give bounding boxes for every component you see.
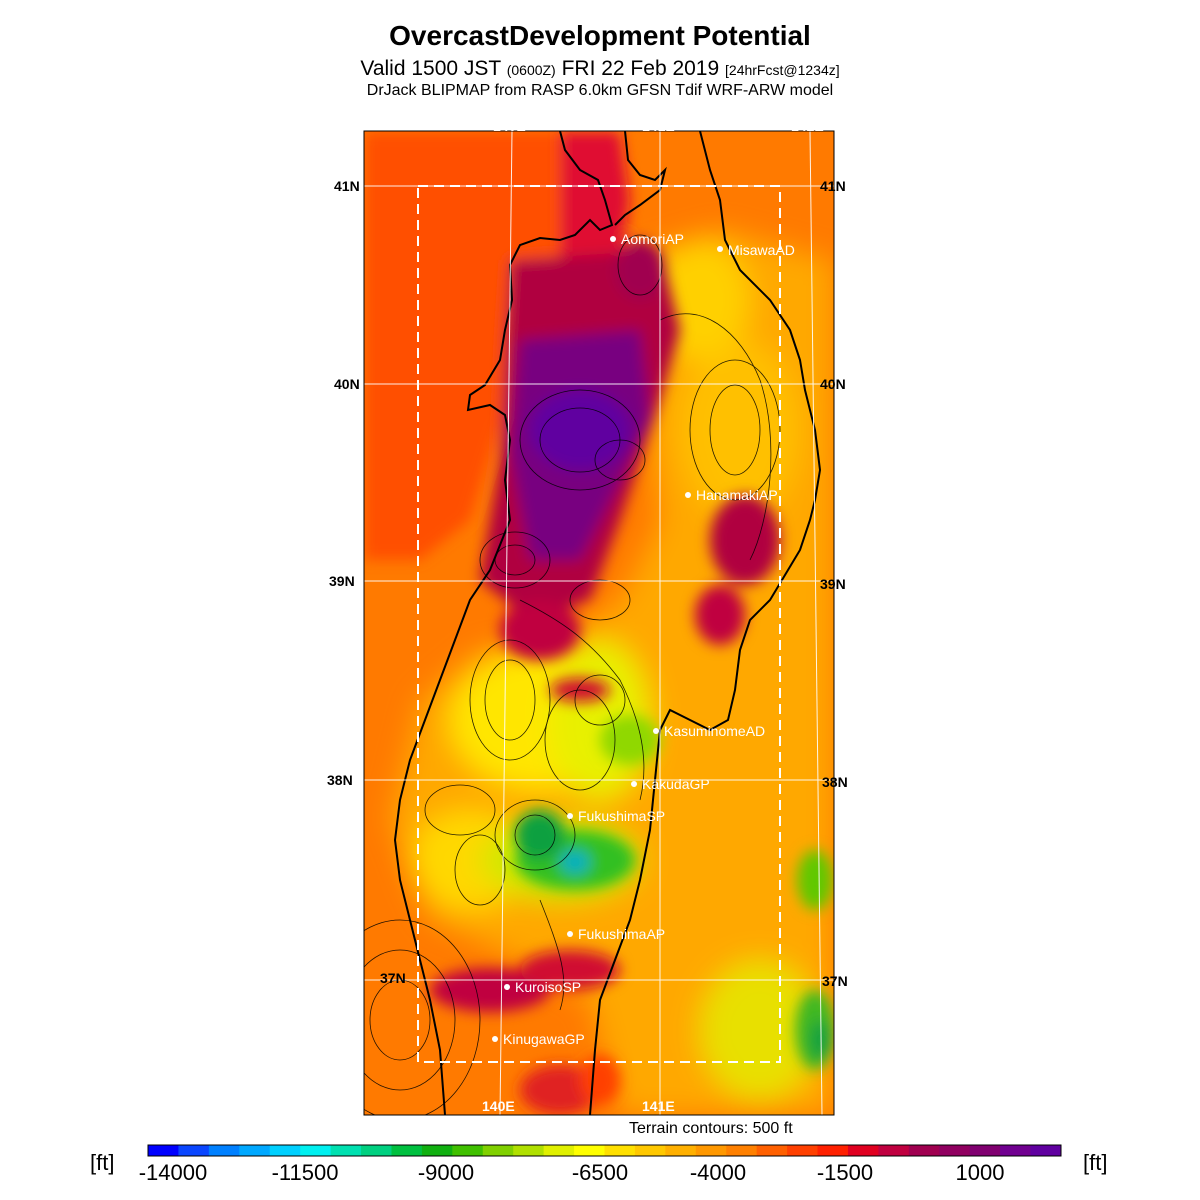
colorbar-swatch	[1030, 1145, 1062, 1156]
colorbar-swatch	[208, 1145, 240, 1156]
colorbar-swatch	[421, 1145, 453, 1156]
colorbar-swatch	[726, 1145, 758, 1156]
inner-domain-box	[417, 185, 781, 1063]
field-green-areas	[515, 715, 834, 1070]
map-field	[364, 131, 834, 1115]
valid-zulu: (0600Z)	[506, 62, 556, 78]
terrain-contours	[364, 234, 781, 1115]
site-fukushimasp: FukushimaSP	[578, 808, 665, 824]
colorbar-swatch	[634, 1145, 666, 1156]
lat-label-38n-left: 38N	[327, 772, 353, 788]
colorbar-tick-label: -4000	[689, 1160, 747, 1185]
site-kuroisosp: KuroisoSP	[515, 979, 581, 995]
colorbar-tick-label: -11500	[271, 1160, 339, 1185]
colorbar-swatch	[361, 1145, 392, 1156]
colorbar-swatch	[543, 1145, 575, 1156]
colorbar-swatch	[756, 1145, 788, 1156]
valid-main: Valid 1500 JST	[360, 57, 501, 80]
lon-label-141e-bottom: 141E	[642, 1098, 675, 1114]
site-markers	[492, 236, 723, 1042]
colorbar-frame	[147, 1144, 1062, 1157]
lat-label-40n-right: 40N	[820, 376, 846, 392]
lat-label-37n-right: 37N	[822, 973, 848, 989]
lat-label-41n-right: 41N	[820, 178, 846, 194]
colorbar-tick-label: -1500	[816, 1160, 874, 1185]
colorbar-swatch	[148, 1145, 179, 1156]
colorbar-unit-right: [ft]	[1083, 1150, 1108, 1175]
site-hanamakiap: HanamakiAP	[696, 487, 778, 503]
colorbar-swatch	[391, 1145, 423, 1156]
colorbar-swatch	[787, 1145, 819, 1156]
colorbar-swatch	[695, 1145, 727, 1156]
site-fukushimaap: FukushimaAP	[578, 926, 665, 942]
colorbar-tick-label: -14000	[138, 1160, 208, 1185]
colorbar-swatch	[178, 1145, 210, 1156]
colorbar-swatch	[939, 1145, 971, 1156]
site-kakudagp: KakudaGP	[642, 776, 710, 792]
field-red-areas	[364, 131, 780, 1115]
valid-time: Valid 1500 JST (0600Z) FRI 22 Feb 2019 […	[0, 57, 1200, 81]
colorbar-swatch	[300, 1145, 332, 1156]
lat-label-41n-left: 41N	[334, 178, 360, 194]
forecast-run: [24hrFcst@1234z]	[725, 62, 840, 78]
lat-label-40n-left: 40N	[334, 376, 360, 392]
terrain-note: Terrain contours: 500 ft	[629, 1120, 793, 1137]
site-kinugawagp: KinugawaGP	[503, 1031, 585, 1047]
lon-label-140e-bottom: 140E	[482, 1098, 515, 1114]
map-frame	[363, 130, 835, 1116]
colorbar-swatch	[269, 1145, 301, 1156]
site-aomoriap: AomoriAP	[621, 231, 684, 247]
lat-label-39n-left: 39N	[329, 573, 355, 589]
lat-label-39n-right: 39N	[820, 576, 846, 592]
lon-label-140e-top: 140E	[493, 118, 526, 134]
coastline	[393, 131, 822, 1115]
colorbar-tick-label: 1000	[955, 1160, 1005, 1185]
colorbar-swatch	[239, 1145, 271, 1156]
colorbar-swatch	[574, 1145, 605, 1156]
colorbar-tick-label: -6500	[571, 1160, 629, 1185]
colorbar-tick-label: -9000	[417, 1160, 475, 1185]
colorbar-swatch	[482, 1145, 514, 1156]
colorbar-swatch	[908, 1145, 940, 1156]
colorbar-swatch	[847, 1145, 879, 1156]
colorbar-swatch	[330, 1145, 362, 1156]
colorbar-swatch	[817, 1145, 849, 1156]
colorbar-swatch	[969, 1145, 1001, 1156]
colorbar	[148, 1145, 1062, 1156]
lat-label-37n-left: 37N	[380, 970, 406, 986]
site-misawaad: MisawaAD	[728, 242, 795, 258]
colorbar-swatch	[513, 1145, 545, 1156]
lon-label-141e-top: 141E	[642, 118, 675, 134]
colorbar-swatch	[665, 1145, 697, 1156]
chart-title: OvercastDevelopment Potential	[389, 20, 811, 51]
colorbar-swatch	[604, 1145, 636, 1156]
valid-date: FRI 22 Feb 2019	[561, 57, 720, 80]
colorbar-swatch	[878, 1145, 910, 1156]
colorbar-unit-left: [ft]	[90, 1150, 115, 1175]
colorbar-swatch	[452, 1145, 484, 1156]
lat-label-38n-right: 38N	[822, 774, 848, 790]
colorbar-swatch	[1000, 1145, 1032, 1156]
lon-label-142e-top: 142E	[791, 118, 824, 134]
site-kasuminomead: KasuminomeAD	[664, 723, 765, 739]
chart-subtitle: DrJack BLIPMAP from RASP 6.0km GFSN Tdif…	[366, 82, 834, 99]
